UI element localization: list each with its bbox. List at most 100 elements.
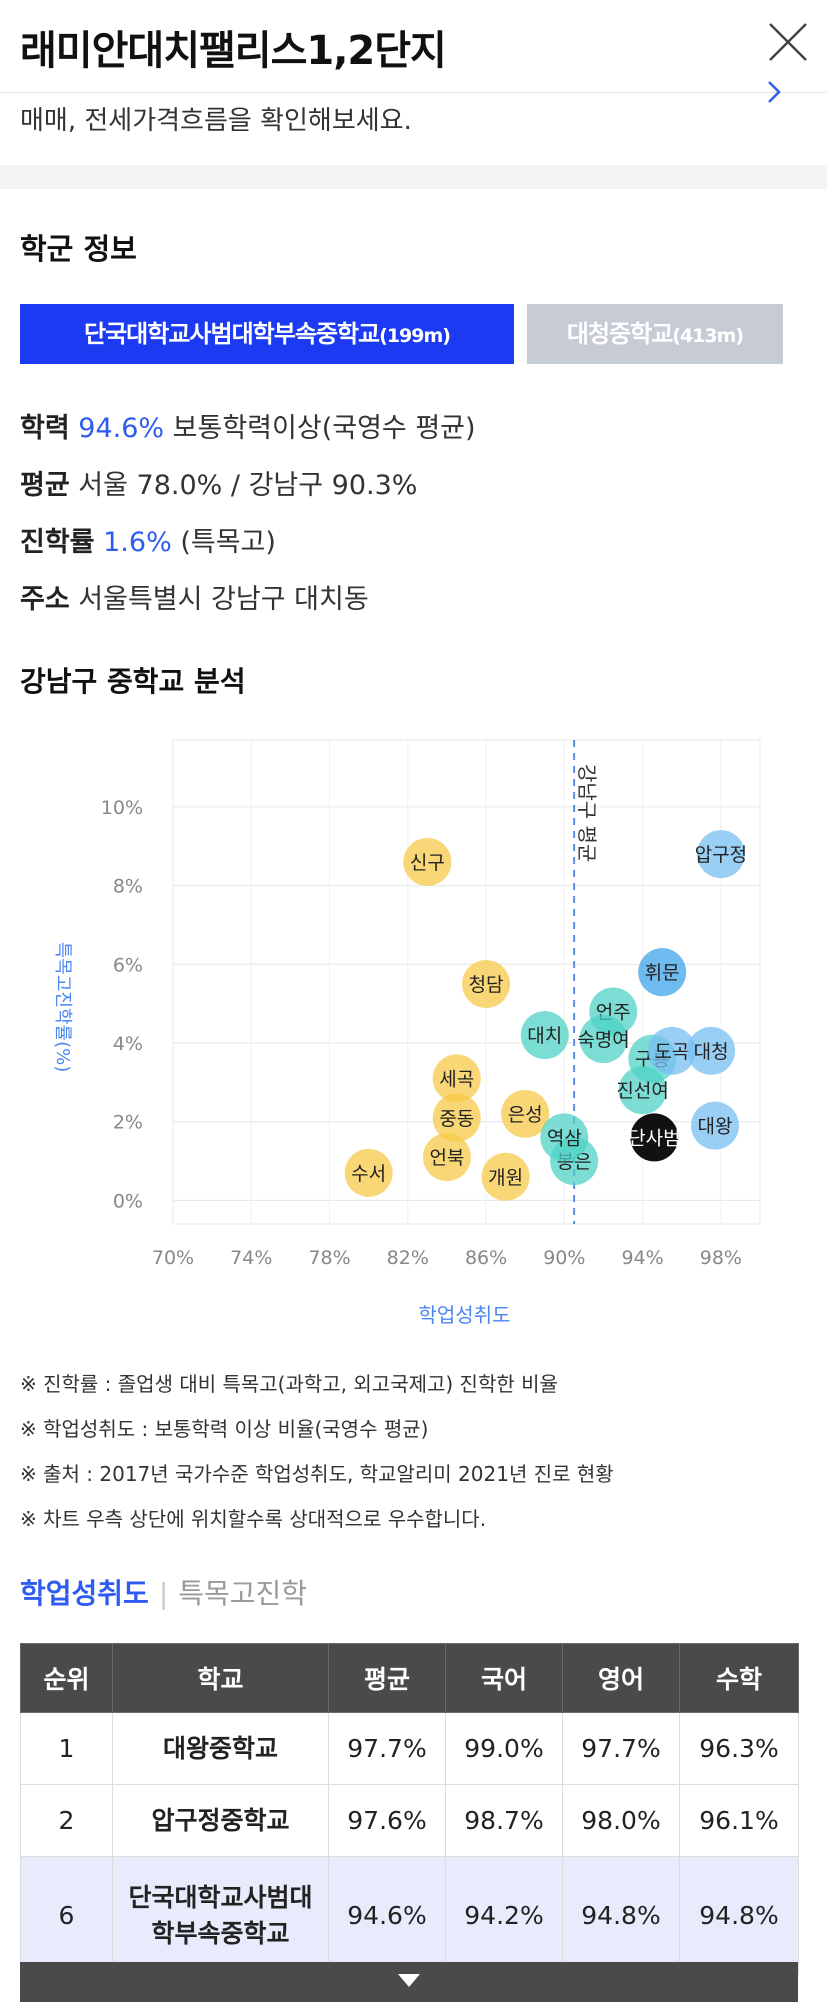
cell-school: 대왕중학교 bbox=[112, 1712, 329, 1785]
scatter-point-label: 숙명여 bbox=[577, 1029, 629, 1051]
scatter-point bbox=[540, 1113, 589, 1162]
advance-desc: (특목고) bbox=[180, 527, 276, 558]
table-row: 1 대왕중학교 97.7% 99.0% 97.7% 96.3% bbox=[20, 1712, 799, 1785]
address-text: 서울특별시 강남구 대치동 bbox=[78, 584, 369, 615]
scatter-chart-svg: 0% 2% 4% 6% 8% 10% 70% 74% 78% 82% 86% 90% 94% 98% 학업성… bbox=[52, 739, 761, 1327]
average-info-line: 평균 서울 78.0% / 강남구 90.3% bbox=[20, 463, 417, 502]
tab-school-name: 단국대학교사범대학부속중학교 bbox=[84, 320, 380, 348]
cell-average: 97.7% bbox=[328, 1712, 446, 1785]
cell-korean: 98.7% bbox=[445, 1784, 563, 1857]
scatter-point-label: 세곡 bbox=[439, 1068, 474, 1090]
scatter-point bbox=[687, 1026, 736, 1075]
scatter-point bbox=[462, 959, 511, 1008]
close-icon bbox=[769, 23, 807, 61]
x-tick-label: 74% bbox=[230, 1247, 272, 1269]
cell-korean: 99.0% bbox=[445, 1712, 563, 1785]
cell-english: 98.0% bbox=[562, 1784, 680, 1857]
cell-math: 96.1% bbox=[679, 1784, 799, 1857]
col-header-rank: 순위 bbox=[20, 1643, 113, 1713]
cell-rank: 6 bbox=[20, 1856, 113, 1975]
scatter-point-label: 은성 bbox=[508, 1104, 543, 1126]
scatter-point-label: 대청 bbox=[694, 1041, 729, 1063]
note-line: ※ 출처 : 2017년 국가수준 학업성취도, 학교알리미 2021년 진로 … bbox=[20, 1462, 614, 1486]
scatter-point-label: 휘문 bbox=[645, 962, 680, 984]
note-line: ※ 차트 우측 상단에 위치할수록 상대적으로 우수합니다. bbox=[20, 1507, 487, 1531]
academic-label: 학력 bbox=[20, 413, 70, 444]
cell-english: 97.7% bbox=[562, 1712, 680, 1785]
tab-school-distance: (413m) bbox=[672, 325, 744, 347]
note-line: ※ 진학률 : 졸업생 대비 특목고(과학고, 외고국제고) 진학한 비율 bbox=[20, 1372, 558, 1396]
table-header-row: 순위 학교 평균 국어 영어 수학 bbox=[20, 1643, 799, 1713]
scatter-point-label: 청담 bbox=[469, 974, 504, 996]
address-info-line: 주소 서울특별시 강남구 대치동 bbox=[20, 577, 369, 616]
scatter-point bbox=[422, 1133, 471, 1182]
tab-special-school-advance[interactable]: 특목고진학 bbox=[178, 1577, 308, 1610]
cell-average: 97.6% bbox=[328, 1784, 446, 1857]
scatter-point-label: 도곡 bbox=[654, 1041, 689, 1063]
expand-table-button[interactable] bbox=[20, 1962, 798, 2002]
chevron-right-icon[interactable] bbox=[763, 80, 789, 106]
note-line: ※ 학업성취도 : 보통학력 이상 비율(국영수 평균) bbox=[20, 1417, 429, 1441]
plot-area bbox=[172, 739, 761, 1225]
x-tick-label: 90% bbox=[543, 1247, 585, 1269]
scatter-point-label: 역삼 bbox=[547, 1127, 582, 1149]
academic-desc: 보통학력이상(국영수 평균) bbox=[172, 413, 476, 444]
scatter-point bbox=[647, 1026, 696, 1075]
scatter-point bbox=[501, 1089, 550, 1138]
section-divider bbox=[0, 165, 827, 189]
tab-school-dansa[interactable]: 단국대학교사범대학부속중학교(199m) bbox=[20, 304, 514, 364]
scatter-point bbox=[432, 1054, 481, 1103]
close-button[interactable] bbox=[766, 20, 810, 64]
scatter-point-label: 진선여 bbox=[616, 1080, 668, 1102]
ranking-subtabs: 학업성취도 | 특목고진학 bbox=[20, 1572, 307, 1612]
scatter-point-label: 단사범 bbox=[628, 1127, 680, 1149]
cell-school-line: 학부속중학교 bbox=[151, 1918, 290, 1948]
col-header-english: 영어 bbox=[562, 1643, 680, 1713]
advance-value: 1.6% bbox=[103, 527, 172, 558]
x-tick-label: 78% bbox=[308, 1247, 350, 1269]
x-tick-label: 98% bbox=[700, 1247, 742, 1269]
y-tick-label: 0% bbox=[113, 1190, 143, 1212]
table-row: 2 압구정중학교 97.6% 98.7% 98.0% 96.1% bbox=[20, 1784, 799, 1857]
scatter-point bbox=[481, 1152, 530, 1201]
tab-school-name: 대청중학교 bbox=[566, 320, 673, 348]
y-axis-title: 특목고진학률(%) bbox=[52, 942, 73, 1073]
ranking-table: 순위 학교 평균 국어 영어 수학 1 대왕중학교 97.7% 99.0% 97… bbox=[20, 1643, 799, 1975]
scatter-point bbox=[630, 1113, 679, 1162]
y-tick-label: 2% bbox=[113, 1112, 143, 1134]
cell-english: 94.8% bbox=[562, 1856, 680, 1975]
scatter-point-label: 압구정 bbox=[695, 844, 747, 866]
cell-school: 단국대학교사범대 학부속중학교 bbox=[112, 1856, 329, 1975]
subtab-divider: | bbox=[158, 1577, 169, 1610]
col-header-school: 학교 bbox=[112, 1643, 329, 1713]
col-header-math: 수학 bbox=[679, 1643, 799, 1713]
chevron-down-icon bbox=[398, 1974, 420, 1987]
tab-school-daecheong[interactable]: 대청중학교(413m) bbox=[527, 304, 783, 364]
col-header-average: 평균 bbox=[328, 1643, 446, 1713]
scatter-point-label: 대왕 bbox=[698, 1116, 733, 1138]
x-axis-title: 학업성취도 bbox=[419, 1303, 511, 1327]
scatter-point bbox=[638, 948, 687, 997]
scatter-point bbox=[520, 1011, 569, 1060]
scatter-point-label: 수서 bbox=[351, 1163, 386, 1185]
address-label: 주소 bbox=[20, 584, 70, 615]
tab-academic-achievement[interactable]: 학업성취도 bbox=[20, 1577, 149, 1610]
price-trend-link-text[interactable]: 매매, 전세가격흐름을 확인해보세요. bbox=[20, 106, 412, 136]
scatter-point bbox=[344, 1148, 393, 1197]
cell-school: 압구정중학교 bbox=[112, 1784, 329, 1857]
analysis-title: 강남구 중학교 분석 bbox=[20, 665, 246, 698]
cell-average: 94.6% bbox=[328, 1856, 446, 1975]
cell-school-line: 단국대학교사범대 bbox=[128, 1882, 313, 1912]
scatter-point-label: 개원 bbox=[488, 1167, 523, 1189]
col-header-korean: 국어 bbox=[445, 1643, 563, 1713]
y-tick-label: 8% bbox=[113, 876, 143, 898]
y-tick-label: 6% bbox=[113, 954, 143, 976]
scatter-point bbox=[696, 830, 745, 879]
cell-rank: 1 bbox=[20, 1712, 113, 1785]
scatter-point bbox=[403, 837, 452, 886]
advance-info-line: 진학률 1.6% (특목고) bbox=[20, 520, 276, 559]
x-tick-label: 70% bbox=[152, 1247, 194, 1269]
average-label: 평균 bbox=[20, 470, 70, 501]
scatter-point-label: 중동 bbox=[439, 1108, 474, 1130]
scatter-point bbox=[579, 1015, 628, 1064]
